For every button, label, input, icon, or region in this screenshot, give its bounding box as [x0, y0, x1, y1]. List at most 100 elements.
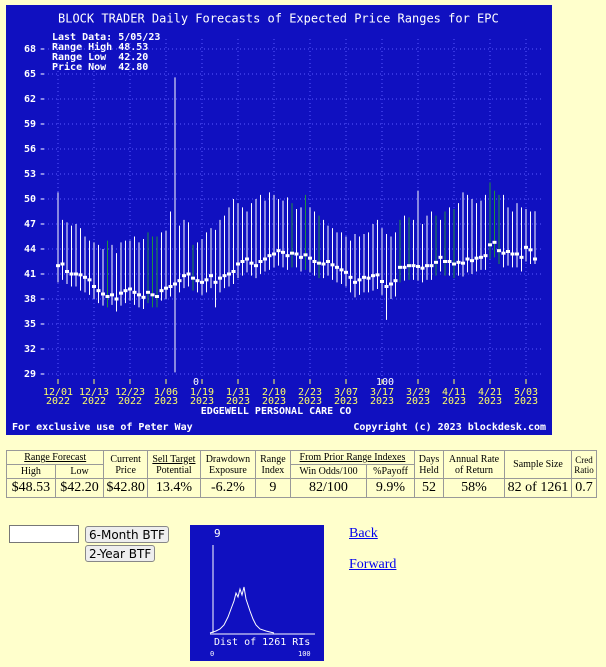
price-marker	[150, 293, 155, 297]
price-marker	[123, 289, 128, 293]
link[interactable]: Forward	[349, 557, 397, 572]
x-tick-year: 2022	[118, 396, 142, 407]
price-marker	[227, 272, 231, 276]
price-marker	[164, 286, 168, 290]
data-cell: $48.53	[6, 478, 56, 498]
data-cell: $42.20	[54, 478, 105, 498]
distribution	[209, 586, 275, 634]
price-marker	[56, 264, 60, 268]
price-marker	[362, 275, 366, 279]
price-marker	[236, 262, 240, 266]
data-cell: 58%	[443, 478, 505, 498]
x-tick-year: 2023	[442, 396, 466, 407]
data-cell: 9	[254, 478, 291, 498]
price-marker	[492, 240, 497, 244]
price-marker	[191, 276, 195, 280]
price-marker	[159, 289, 164, 293]
price-marker	[524, 245, 528, 249]
price-marker	[429, 264, 434, 268]
price-marker	[204, 278, 209, 282]
y-tick-label: 50	[24, 194, 36, 205]
price-marker	[510, 252, 515, 256]
price-marker	[528, 248, 533, 252]
x-tick-label: 2/23	[298, 387, 322, 398]
price-marker	[461, 261, 465, 265]
header-row: Range Forecast Current Price Sell Target…	[5, 450, 597, 479]
price-marker	[402, 265, 407, 269]
price-marker	[83, 275, 87, 279]
x-tick-label: 12/23	[115, 387, 145, 398]
link[interactable]: Back	[349, 526, 378, 541]
y-tick-label: 44	[24, 244, 36, 255]
data-cell: 13.4%	[146, 478, 201, 498]
info-line: Range Low 42.20	[52, 52, 148, 63]
price-marker	[380, 280, 384, 283]
price-marker	[168, 285, 173, 288]
price-marker	[321, 262, 326, 266]
price-marker	[137, 293, 141, 297]
price-marker	[78, 273, 83, 277]
header-cell: Current Price	[103, 450, 148, 479]
price-marker	[267, 254, 272, 258]
price-marker	[371, 274, 375, 278]
price-marker	[425, 264, 429, 268]
price-marker	[101, 292, 105, 296]
y-tick-label: 53	[24, 169, 36, 180]
x-tick-label: 1/06	[154, 387, 178, 398]
button[interactable]: 2-Year BTF	[85, 545, 156, 562]
chart: BLOCK TRADER Daily Forecasts of Expected…	[6, 5, 552, 435]
header-cell: Sell Target Potential	[146, 450, 201, 479]
price-marker	[303, 253, 308, 257]
x-tick-year: 2023	[406, 396, 430, 407]
header-text: Sell Target	[152, 453, 196, 465]
price-marker	[344, 270, 348, 274]
price-marker	[330, 263, 335, 267]
price-marker	[447, 260, 452, 263]
price-marker	[294, 252, 299, 256]
price-marker	[353, 280, 357, 284]
x-tick-label: 12/01	[43, 387, 73, 398]
price-marker	[218, 276, 222, 280]
price-marker	[114, 297, 119, 301]
x-tick-label: 3/07	[334, 387, 358, 398]
x-tick-year: 2023	[226, 396, 250, 407]
header-cell: Annual Rate of Return	[443, 450, 505, 479]
price-marker	[452, 262, 456, 266]
price-marker	[393, 279, 398, 283]
text-input[interactable]	[9, 525, 79, 543]
price-marker	[195, 279, 200, 283]
price-marker	[87, 278, 92, 282]
price-marker	[501, 251, 506, 255]
price-marker	[339, 268, 344, 272]
x-tick-label: 1/19	[190, 387, 214, 398]
data-cell: 82/100	[289, 478, 368, 498]
y-tick-label: 59	[24, 119, 36, 130]
x-tick-year: 2023	[334, 396, 358, 407]
price-marker	[411, 264, 416, 268]
x-tick-year: 2023	[478, 396, 502, 407]
header-cell: Cred Ratio	[571, 450, 597, 479]
price-marker	[470, 259, 474, 263]
price-marker	[105, 295, 110, 298]
caption: Dist of 1261 RIs	[214, 637, 310, 648]
price-marker	[110, 293, 114, 297]
axis-label: 0	[210, 650, 214, 658]
price-marker	[258, 260, 263, 263]
price-marker	[326, 260, 330, 263]
price-marker	[348, 275, 353, 279]
data-cell: 0.7	[571, 478, 597, 498]
price-marker	[177, 279, 182, 283]
header-text: Potential	[156, 464, 192, 476]
y-tick-label: 41	[24, 269, 36, 280]
axis-label: 100	[298, 650, 311, 658]
header-cell: Sample Size	[504, 450, 572, 479]
price-marker	[506, 250, 510, 253]
price-marker	[128, 287, 132, 291]
price-marker	[173, 282, 177, 286]
price-marker	[357, 278, 362, 282]
price-marker	[74, 272, 78, 276]
x-tick-year: 2023	[262, 396, 286, 407]
button[interactable]: 6-Month BTF	[85, 526, 169, 543]
price-marker	[290, 251, 294, 255]
price-marker	[375, 273, 380, 277]
